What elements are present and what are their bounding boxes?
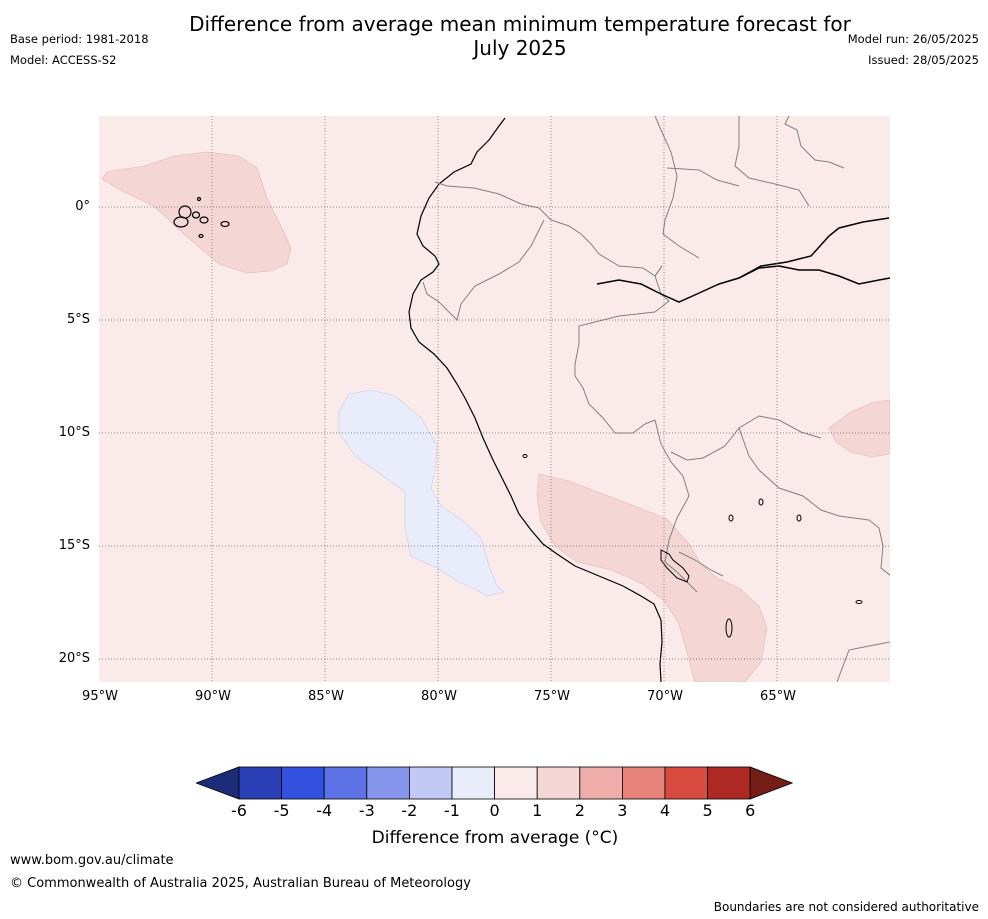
lon-label-65w: 65°W [760,689,796,704]
lon-label-70w: 70°W [647,689,683,704]
colorbar-svg [194,766,794,800]
colorbar-segment [281,766,325,800]
colorbar-tick-label: 3 [617,801,628,820]
colorbar-tick-label: 5 [702,801,713,820]
colorbar-tick-label: -4 [316,801,333,820]
colorbar [194,766,794,800]
colorbar-segment [664,766,708,800]
lat-label-20s: 20°S [58,651,90,666]
lat-label-0: 0° [75,199,90,214]
lon-label-95w: 95°W [82,689,118,704]
map-title: Difference from average mean minimum tem… [160,12,880,60]
lon-label-75w: 75°W [534,689,570,704]
offshore-peru-cool-area [338,389,505,597]
amazon-river [596,217,891,303]
boundaries-note: Boundaries are not considered authoritat… [713,900,979,914]
colorbar-segment [621,766,666,800]
model-run: Model run: 26/05/2025 [847,32,979,46]
colorbar-label: Difference from average (°C) [371,828,619,848]
model-name: Model: ACCESS-S2 [10,53,117,67]
colorbar-tick-label: -3 [358,801,375,820]
title-line-1: Difference from average mean minimum tem… [189,12,851,36]
colorbar-tick-label: -6 [231,801,247,820]
colorbar-tick-label: 2 [574,801,585,820]
colorbar-tick-label: -2 [401,801,418,820]
colorbar-segment [579,766,623,800]
colorbar-tick-label: -1 [444,801,460,820]
colorbar-segment [494,766,538,800]
colorbar-extend-high [749,766,794,800]
lat-label-15s: 15°S [58,538,90,553]
lat-label-5s: 5°S [66,312,90,327]
meta-right: Model run: 26/05/2025 Issued: 28/05/2025 [848,29,979,71]
coastline [408,117,663,683]
map-svg [99,115,892,683]
colorbar-tick-label: -5 [273,801,290,820]
galapagos-islands [173,196,230,239]
colorbar-tick-label: 0 [489,801,500,820]
colorbar-segment [238,766,282,800]
colorbar-segment [707,766,751,800]
colorbar-tick-label: 1 [532,801,543,820]
map-area [99,115,892,683]
lon-label-80w: 80°W [421,689,457,704]
colorbar-segment [323,766,368,800]
title-line-2: July 2025 [473,36,567,60]
lon-label-85w: 85°W [308,689,344,704]
issued-date: Issued: 28/05/2025 [868,53,979,67]
colorbar-extend-low [194,766,240,800]
lon-label-90w: 90°W [195,689,231,704]
lat-label-10s: 10°S [58,425,90,440]
colorbar-tick-label: 6 [745,801,756,820]
gridlines [99,116,890,682]
meta-left: Base period: 1981-2018 Model: ACCESS-S2 [10,29,149,71]
footer-url: www.bom.gov.au/climate [10,853,174,868]
colorbar-segment [408,766,453,800]
colorbar-tick-label: 4 [659,801,671,820]
colorbar-segment [451,766,495,800]
colorbar-segment [366,766,410,800]
colorbar-segment [536,766,581,800]
footer-copyright: © Commonwealth of Australia 2025, Austra… [10,876,471,891]
base-period: Base period: 1981-2018 [10,32,149,46]
